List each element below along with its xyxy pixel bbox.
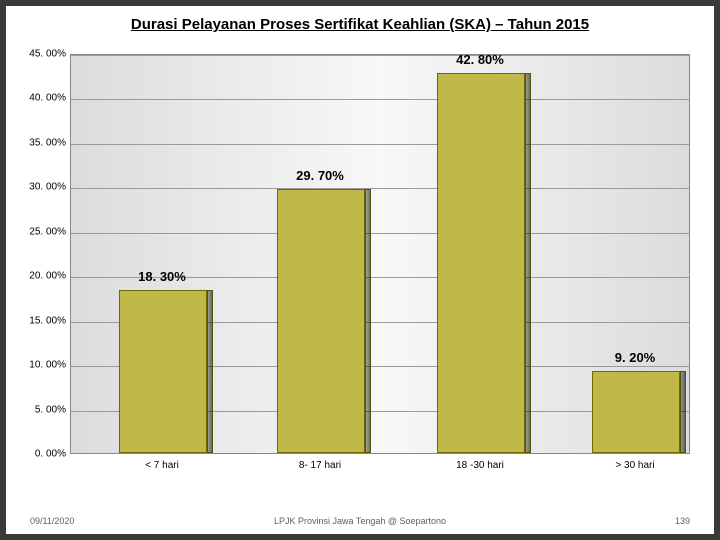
bar <box>119 290 207 453</box>
bar <box>592 371 680 453</box>
y-tick-label: 20. 00% <box>20 271 66 282</box>
bar-side <box>365 189 371 453</box>
x-tick-label: < 7 hari <box>145 460 179 471</box>
x-tick-label: 8- 17 hari <box>299 460 341 471</box>
y-tick-label: 0. 00% <box>20 449 66 460</box>
plot-area <box>70 54 690 454</box>
y-tick-label: 40. 00% <box>20 93 66 104</box>
bar-face <box>277 189 365 453</box>
y-tick-label: 25. 00% <box>20 226 66 237</box>
slide-title: Durasi Pelayanan Proses Sertifikat Keahl… <box>26 16 694 33</box>
grid-line <box>71 233 689 234</box>
bar-side <box>680 371 686 453</box>
bar-face <box>119 290 207 453</box>
grid-line <box>71 188 689 189</box>
bar <box>437 73 525 453</box>
data-label: 9. 20% <box>615 350 655 365</box>
y-tick-label: 45. 00% <box>20 49 66 60</box>
footer-center: LPJK Provinsi Jawa Tengah @ Soepartono <box>6 516 714 526</box>
grid-line <box>71 99 689 100</box>
data-label: 18. 30% <box>138 269 186 284</box>
x-tick-label: 18 -30 hari <box>456 460 504 471</box>
y-tick-label: 15. 00% <box>20 315 66 326</box>
x-tick-label: > 30 hari <box>615 460 654 471</box>
slide: Durasi Pelayanan Proses Sertifikat Keahl… <box>6 6 714 534</box>
bar-side <box>207 290 213 453</box>
y-tick-label: 30. 00% <box>20 182 66 193</box>
data-label: 42. 80% <box>456 52 504 67</box>
data-label: 29. 70% <box>296 168 344 183</box>
grid-line <box>71 55 689 56</box>
bar-chart: 0. 00% 5. 00% 10. 00% 15. 00% 20. 00% 25. 00%… <box>20 46 700 486</box>
y-tick-label: 5. 00% <box>20 404 66 415</box>
footer-page: 139 <box>675 516 690 526</box>
bar-side <box>525 73 531 453</box>
grid-line <box>71 144 689 145</box>
y-tick-label: 10. 00% <box>20 360 66 371</box>
y-tick-label: 35. 00% <box>20 137 66 148</box>
bar <box>277 189 365 453</box>
bar-face <box>437 73 525 453</box>
bar-face <box>592 371 680 453</box>
